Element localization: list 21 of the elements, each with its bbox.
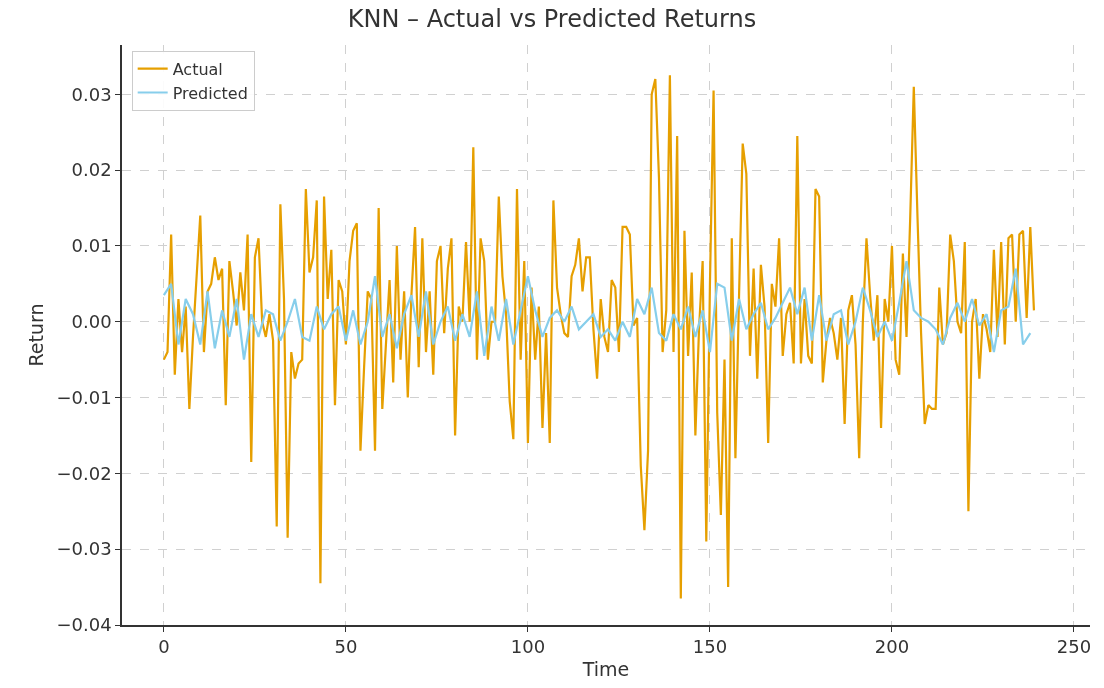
legend-label: Predicted <box>172 83 248 103</box>
y-tick-label: 0.00 <box>71 311 112 333</box>
y-tick-label: 0.01 <box>71 235 112 257</box>
y-axis-title: Return <box>24 303 47 367</box>
line-series <box>162 259 1032 361</box>
x-tick-label: 100 <box>510 636 546 658</box>
y-tick-label: −0.03 <box>56 538 112 560</box>
x-tick-label: 250 <box>1056 636 1092 658</box>
x-tick-label: 0 <box>158 636 170 658</box>
y-tick-label: −0.04 <box>56 614 112 636</box>
x-axis-title: Time <box>581 657 630 680</box>
y-tick-label: −0.01 <box>56 386 112 408</box>
chart-title: KNN – Actual vs Predicted Returns <box>347 5 757 34</box>
x-tick-label: 50 <box>334 636 358 658</box>
x-tick-label: 150 <box>692 636 728 658</box>
y-tick-label: 0.03 <box>71 83 112 105</box>
legend-label: Actual <box>172 59 223 79</box>
y-tick-label: −0.02 <box>56 462 112 484</box>
x-tick-label: 200 <box>874 636 910 658</box>
y-tick-label: 0.02 <box>71 159 112 181</box>
line-series <box>162 74 1036 600</box>
